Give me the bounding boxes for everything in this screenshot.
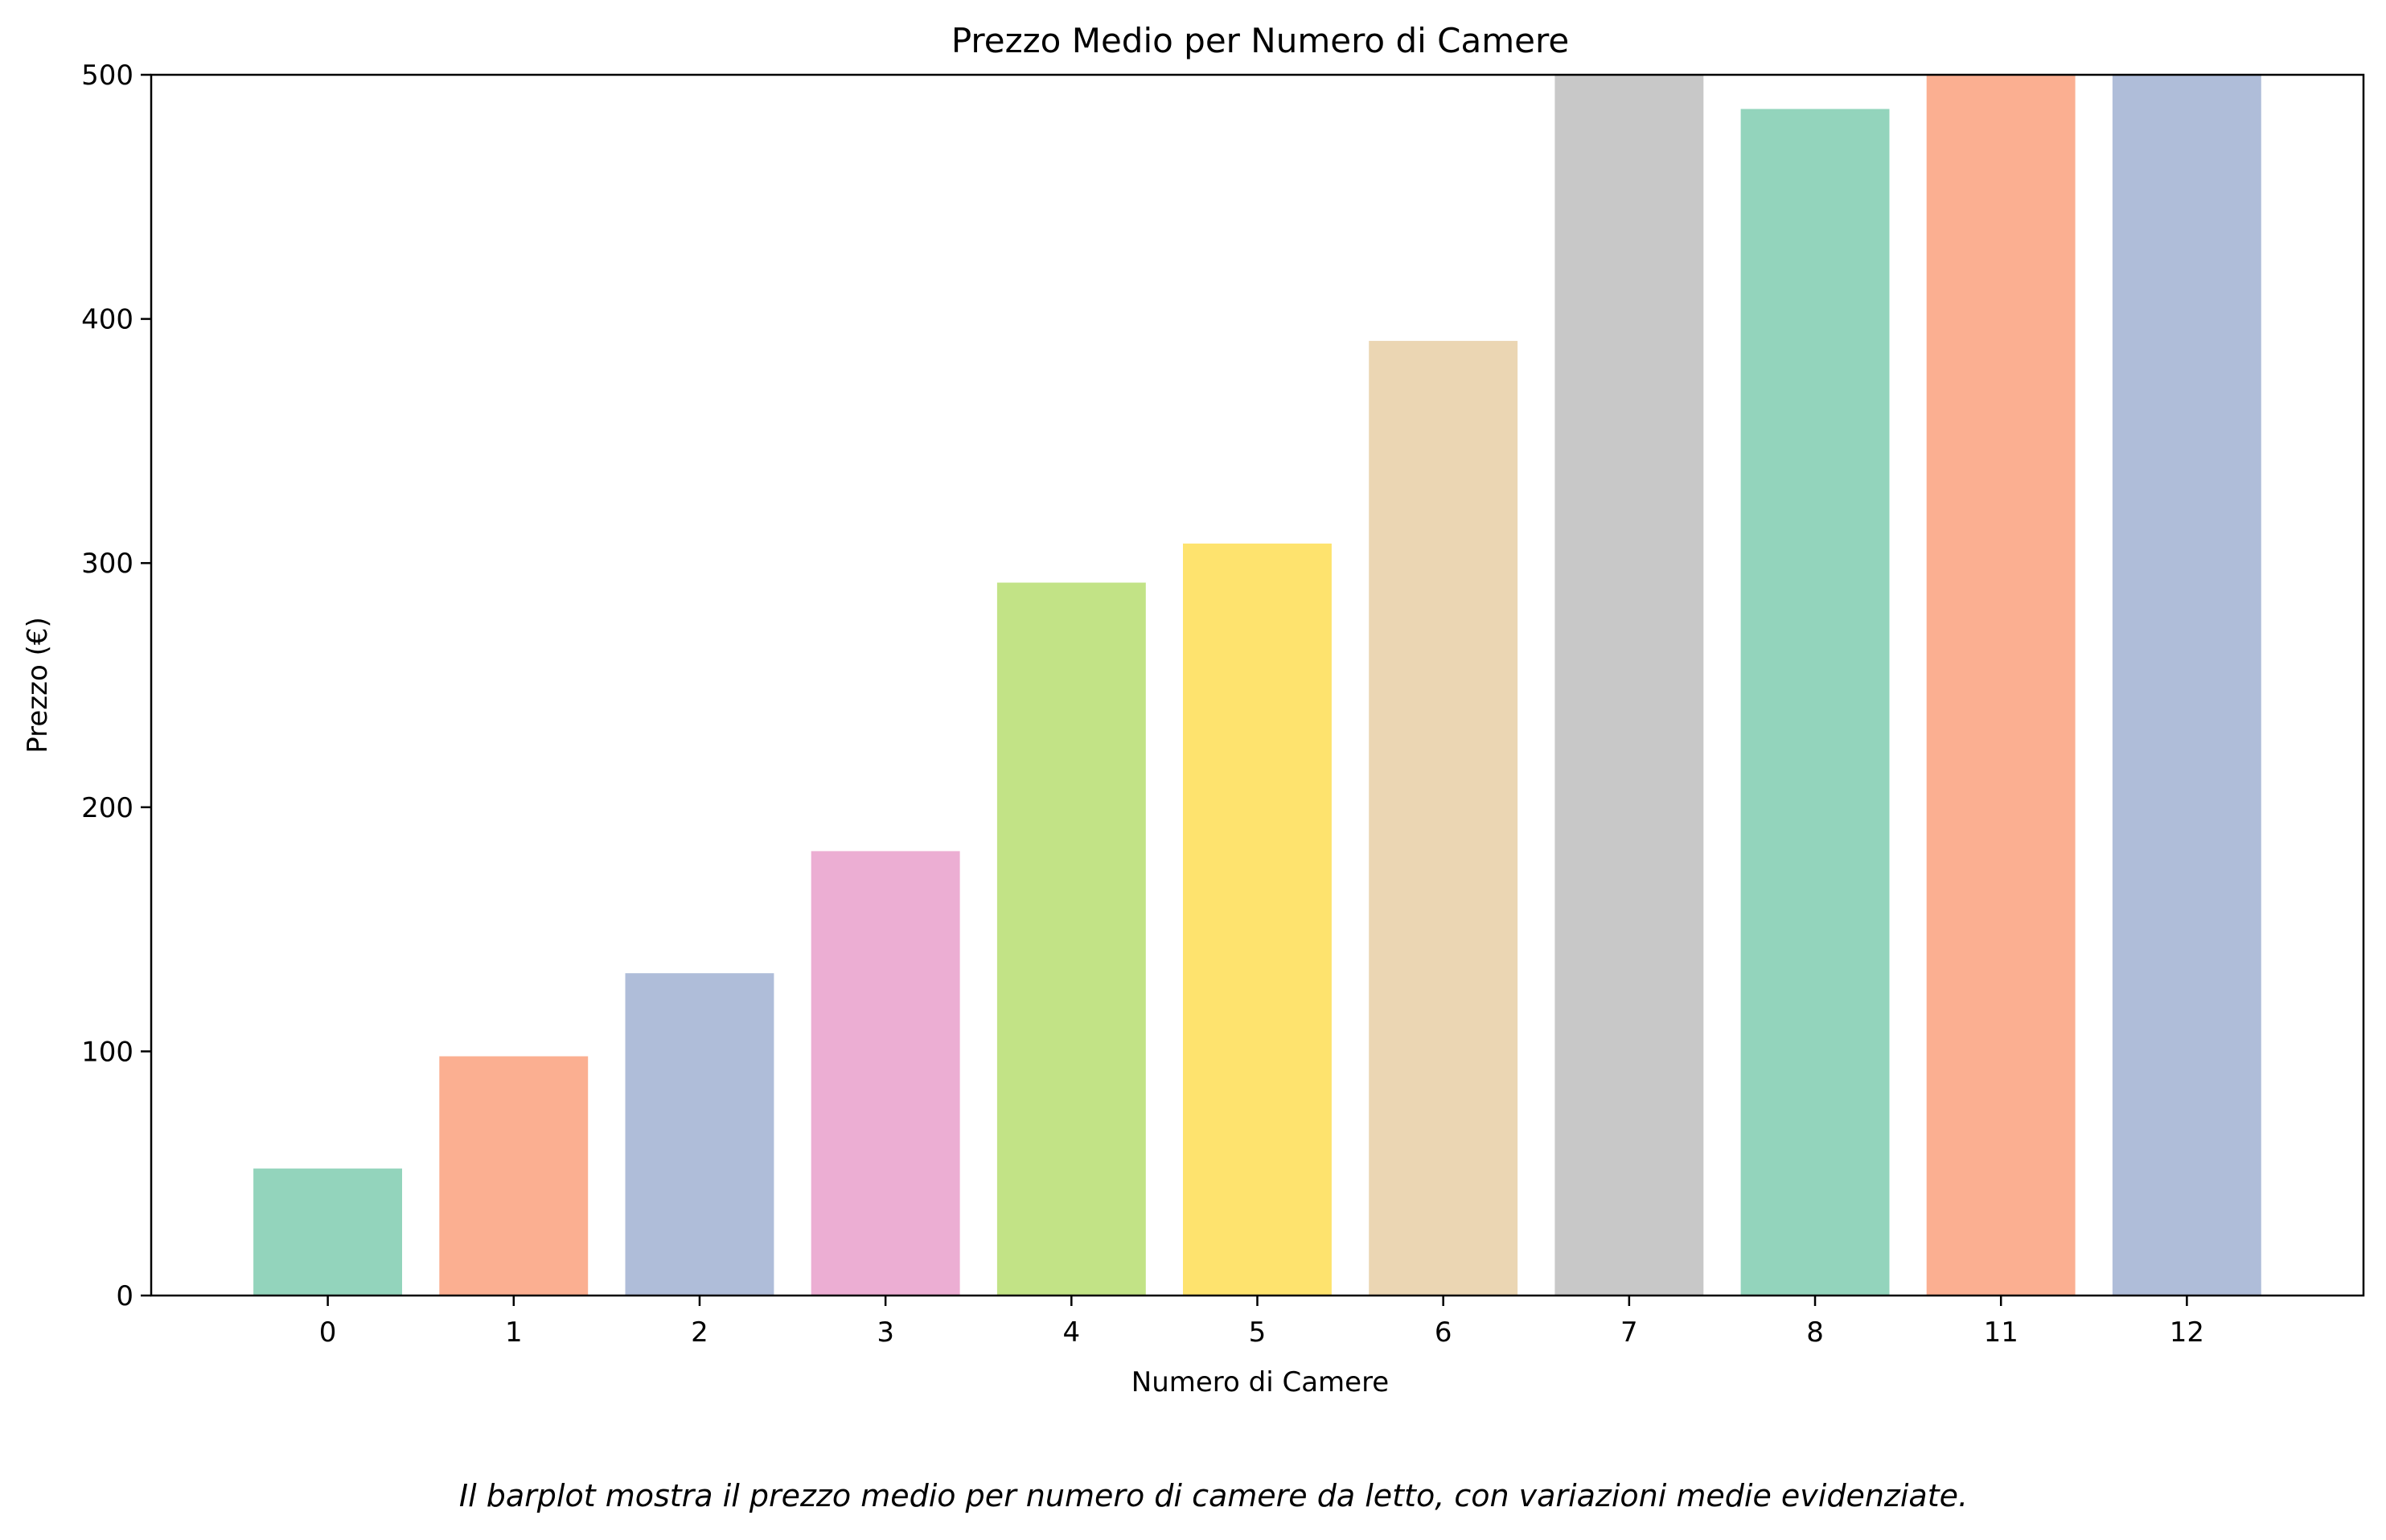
chart-title: Prezzo Medio per Numero di Camere (951, 21, 1569, 60)
bar-8 (1740, 109, 1890, 1296)
y-tick-label: 0 (116, 1280, 133, 1312)
chart-caption: Il barplot mostra il prezzo medio per nu… (459, 1478, 1968, 1513)
y-axis-ticks: 0 100 200 300 400 500 (81, 60, 151, 1312)
x-tick-label: 5 (1249, 1316, 1267, 1349)
bars-group (253, 75, 2261, 1296)
x-tick-label: 0 (319, 1316, 337, 1349)
x-tick-label: 12 (2170, 1316, 2204, 1349)
x-tick-label: 8 (1806, 1316, 1824, 1349)
y-tick-label: 500 (81, 60, 133, 92)
bar-12 (2112, 75, 2261, 1296)
bar-2 (625, 973, 774, 1296)
bar-4 (996, 582, 1146, 1296)
x-axis-label: Numero di Camere (1131, 1366, 1389, 1398)
bar-1 (439, 1056, 589, 1296)
bar-11 (1926, 75, 2076, 1296)
x-tick-label: 4 (1063, 1316, 1081, 1349)
bar-6 (1369, 340, 1518, 1296)
x-axis-ticks: 0 1 2 3 4 5 6 7 8 11 12 (319, 1296, 2204, 1349)
bar-5 (1183, 543, 1332, 1296)
x-tick-label: 1 (505, 1316, 523, 1349)
x-tick-label: 3 (877, 1316, 894, 1349)
bar-3 (811, 851, 960, 1296)
plot-frame (150, 73, 2365, 1297)
bar-7 (1554, 75, 1704, 1296)
bar-0 (253, 1168, 402, 1296)
y-tick-label: 200 (81, 792, 133, 824)
x-tick-label: 11 (1984, 1316, 2018, 1349)
x-tick-label: 7 (1620, 1316, 1638, 1349)
x-tick-label: 6 (1435, 1316, 1452, 1349)
y-axis-label: Prezzo (€) (22, 617, 54, 754)
y-tick-label: 400 (81, 304, 133, 336)
y-tick-label: 100 (81, 1036, 133, 1068)
x-tick-label: 2 (691, 1316, 708, 1349)
y-tick-label: 300 (81, 548, 133, 580)
